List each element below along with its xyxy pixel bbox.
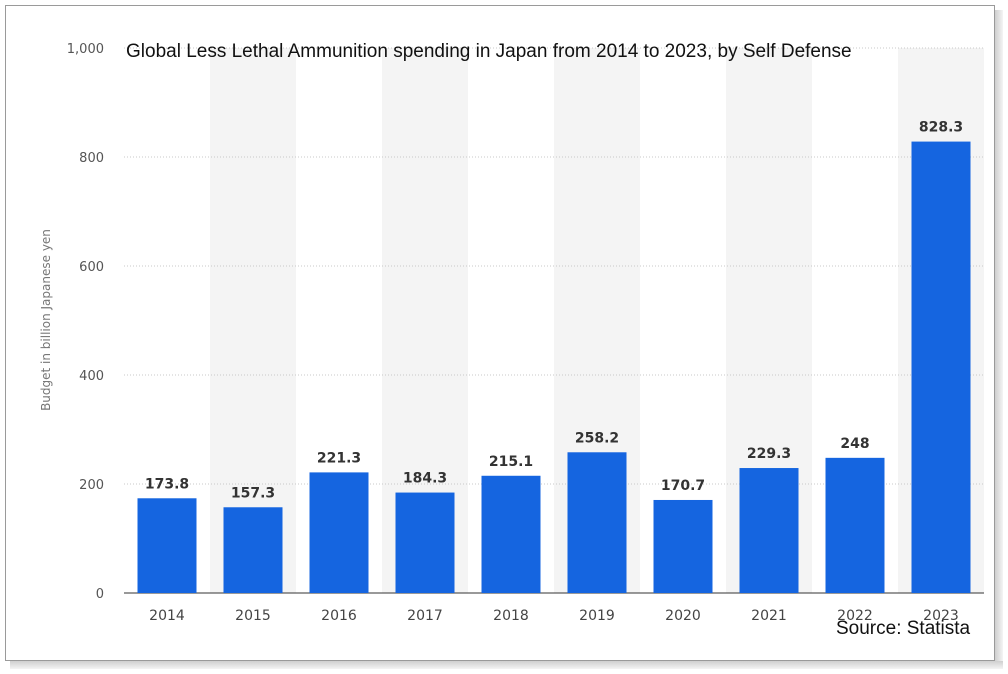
chart-title: Global Less Lethal Ammunition spending i… <box>126 41 852 62</box>
bar <box>653 499 713 593</box>
x-tick-label: 2018 <box>493 608 529 624</box>
data-label: 184.3 <box>403 471 447 487</box>
data-label: 229.3 <box>747 446 791 462</box>
bar <box>481 475 541 593</box>
data-label: 215.1 <box>489 454 533 470</box>
background-band <box>210 48 296 593</box>
data-label: 170.7 <box>661 478 705 494</box>
data-label: 173.8 <box>145 476 189 492</box>
x-tick-label: 2021 <box>751 608 787 624</box>
y-tick-label: 800 <box>79 151 104 166</box>
bar <box>911 141 971 593</box>
data-label: 248 <box>840 436 869 452</box>
y-tick-label: 1,000 <box>67 42 104 57</box>
frame-shadow-right <box>995 10 1003 666</box>
data-label: 221.3 <box>317 450 361 466</box>
bar <box>825 457 885 593</box>
data-label: 258.2 <box>575 430 619 446</box>
bar <box>567 452 627 593</box>
x-tick-label: 2016 <box>321 608 357 624</box>
y-tick-label: 200 <box>79 478 104 493</box>
y-axis-label: Budget in billion Japanese yen <box>39 229 53 411</box>
y-tick-label: 0 <box>96 587 104 602</box>
x-tick-label: 2019 <box>579 608 615 624</box>
source-label: Source: Statista <box>836 618 971 639</box>
bar <box>395 492 455 593</box>
bar <box>223 507 283 593</box>
y-tick-label: 600 <box>79 260 104 275</box>
y-tick-label: 400 <box>79 369 104 384</box>
x-tick-label: 2015 <box>235 608 271 624</box>
x-tick-label: 2023 <box>923 608 959 624</box>
x-tick-label: 2022 <box>837 608 873 624</box>
bar <box>739 468 799 593</box>
data-label: 157.3 <box>231 485 275 501</box>
bar <box>309 472 369 593</box>
x-tick-label: 2014 <box>149 608 185 624</box>
x-tick-label: 2017 <box>407 608 443 624</box>
data-label: 828.3 <box>919 120 963 136</box>
bar <box>137 498 197 593</box>
frame-shadow-bottom <box>10 661 1003 669</box>
x-tick-label: 2020 <box>665 608 701 624</box>
